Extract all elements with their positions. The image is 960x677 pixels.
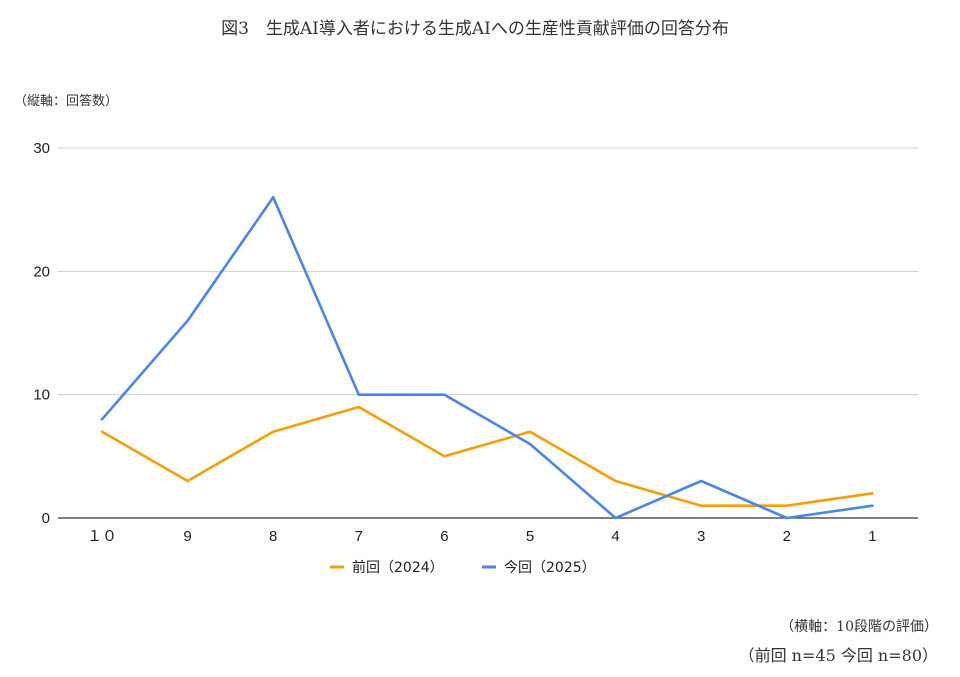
sample-size-note: （前回 n=45 今回 n=80） (739, 646, 938, 665)
x-tick-label: 3 (697, 528, 705, 545)
series-line-1 (100, 196, 874, 520)
x-tick-label: 1 (868, 528, 876, 545)
x-tick-label: 7 (355, 528, 363, 545)
x-tick-label: 5 (526, 528, 534, 545)
x-tick-label: 9 (183, 528, 191, 545)
x-tick-label: １０ (87, 528, 117, 545)
gridlines (58, 147, 918, 519)
x-tick-labels: １０ 9 8 7 6 5 4 3 2 1 (87, 528, 877, 545)
y-tick-label: 0 (42, 510, 50, 527)
y-tick-label: 20 (33, 263, 50, 280)
x-tick-label: 6 (440, 528, 448, 545)
y-tick-label: 10 (33, 387, 50, 404)
legend: 前回（2024） 今回（2025） (330, 559, 596, 576)
y-tick-label: 30 (33, 140, 50, 157)
x-tick-label: 2 (783, 528, 791, 545)
y-axis-label: （縦軸：回答数） (14, 93, 118, 109)
y-tick-labels: 0 10 20 30 (33, 140, 50, 527)
x-tick-label: 8 (269, 528, 277, 545)
legend-label: 前回（2024） (352, 559, 444, 576)
series-lines (100, 196, 874, 520)
legend-label: 今回（2025） (504, 560, 596, 576)
x-tick-label: 4 (611, 528, 619, 545)
chart-title: 図3 生成AI導入者における生成AIへの生産性貢献評価の回答分布 (221, 19, 729, 39)
series-line-0 (100, 405, 874, 508)
x-axis-label: （横軸：10段階の評価） (780, 619, 938, 635)
